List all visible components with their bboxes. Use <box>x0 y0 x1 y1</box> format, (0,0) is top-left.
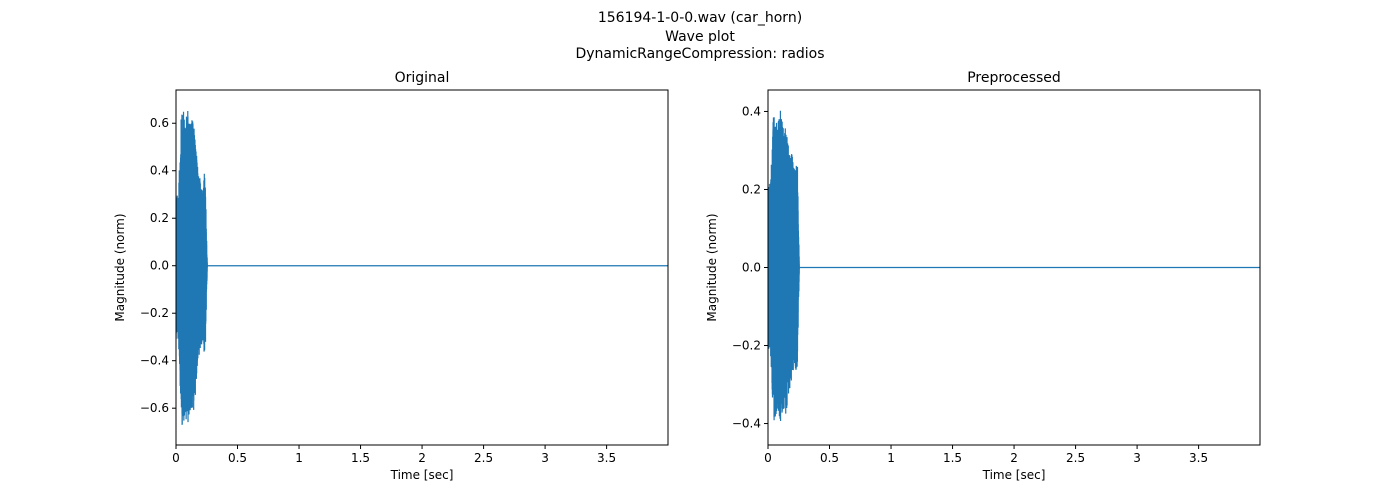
y-tick-label: −0.4 <box>140 354 169 368</box>
waveform-series <box>176 110 668 425</box>
subplot-preprocessed: Preprocessed 0 0.5 1 1.5 2 2.5 3 3.5 −0.4 −0.2 0.0 0… <box>705 70 1261 482</box>
y-tick-label: 0.0 <box>742 261 761 275</box>
y-tick-label: 0.2 <box>150 211 169 225</box>
x-tick-label: 2.5 <box>1066 451 1085 465</box>
subplot-original: Original 0 0.5 1 1.5 2 2.5 3 3.5 −0.6 −0.4 −0.2 0.0 0… <box>113 70 669 482</box>
y-tick-label: −0.6 <box>140 401 169 415</box>
subplot-title: Preprocessed <box>967 70 1061 86</box>
x-tick-label: 3 <box>1133 451 1141 465</box>
x-axis-label: Time [sec] <box>390 468 454 482</box>
x-tick-label: 0 <box>172 451 180 465</box>
suptitle-line-3: DynamicRangeCompression: radios <box>575 46 824 62</box>
x-tick-label: 3.5 <box>597 451 616 465</box>
x-tick-label: 0 <box>764 451 772 465</box>
axes-frame <box>175 89 669 446</box>
y-tick-label: 0.4 <box>150 164 169 178</box>
x-tick-label: 3.5 <box>1189 451 1208 465</box>
x-tick-label: 2 <box>418 451 426 465</box>
y-axis-label: Magnitude (norm) <box>113 213 127 321</box>
x-tick-label: 1.5 <box>943 451 962 465</box>
x-tick-label: 1 <box>887 451 895 465</box>
y-tick-label: −0.2 <box>732 339 761 353</box>
y-tick-label: 0.0 <box>150 259 169 273</box>
suptitle-line-1: 156194-1-0-0.wav (car_horn) <box>598 10 802 26</box>
suptitle: 156194-1-0-0.wav (car_horn) Wave plot Dy… <box>575 10 824 62</box>
y-tick-label: −0.2 <box>140 306 169 320</box>
y-axis-label: Magnitude (norm) <box>705 213 719 321</box>
x-tick-label: 2.5 <box>474 451 493 465</box>
y-tick-label: 0.6 <box>150 116 169 130</box>
x-tick-label: 1.5 <box>351 451 370 465</box>
y-tick-label: 0.4 <box>742 104 761 118</box>
subplot-title: Original <box>395 70 450 86</box>
x-tick-label: 1 <box>295 451 303 465</box>
x-axis-label: Time [sec] <box>982 468 1046 482</box>
waveform-series <box>768 110 1260 422</box>
x-tick-label: 3 <box>541 451 549 465</box>
x-tick-label: 0.5 <box>820 451 839 465</box>
x-tick-label: 0.5 <box>228 451 247 465</box>
x-tick-label: 2 <box>1010 451 1018 465</box>
suptitle-line-2: Wave plot <box>665 29 735 45</box>
y-tick-label: −0.4 <box>732 417 761 431</box>
y-tick-label: 0.2 <box>742 182 761 196</box>
